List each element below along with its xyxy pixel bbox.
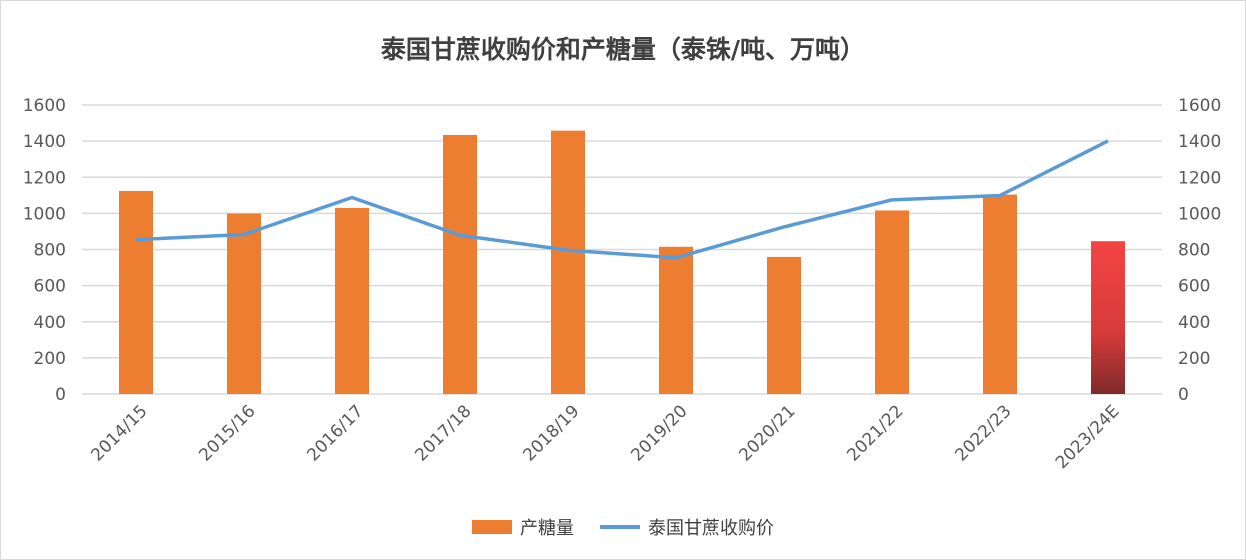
y-tick-label-right: 800	[1178, 241, 1210, 261]
y-tick-label-right: 1400	[1178, 132, 1221, 152]
bar-2023/24E	[1091, 241, 1125, 394]
x-tick-label: 2019/20	[627, 401, 691, 465]
bar-2018/19	[551, 130, 585, 394]
bar-2015/16	[227, 213, 261, 394]
bar-2014/15	[119, 190, 153, 394]
x-tick-label: 2016/17	[303, 401, 367, 465]
bar-2022/23	[983, 194, 1017, 394]
y-tick-label-right: 600	[1178, 277, 1210, 297]
y-tick-label-right: 400	[1178, 313, 1210, 333]
legend-item-sugar: 产糖量	[472, 514, 574, 540]
x-tick-label: 2018/19	[519, 401, 583, 465]
legend-swatch-line	[600, 525, 640, 529]
y-tick-label-left: 1200	[23, 168, 66, 188]
y-tick-label-left: 800	[34, 241, 66, 261]
legend-label: 产糖量	[520, 518, 574, 539]
y-tick-label-left: 600	[34, 277, 66, 297]
y-tick-label-right: 200	[1178, 349, 1210, 369]
y-tick-label-right: 0	[1178, 385, 1189, 405]
y-tick-label-left: 400	[34, 313, 66, 333]
x-tick-label: 2020/21	[735, 401, 799, 465]
y-tick-label-right: 1000	[1178, 204, 1221, 224]
bar-2017/18	[443, 134, 477, 394]
price-line	[135, 139, 1109, 260]
x-tick-label: 2021/22	[843, 401, 907, 465]
y-tick-label-right: 1200	[1178, 168, 1221, 188]
chart-title: 泰国甘蔗收购价和产糖量（泰铢/吨、万吨）	[380, 35, 866, 64]
x-tick-label: 2014/15	[87, 401, 151, 465]
bar-2020/21	[767, 256, 801, 394]
legend-label: 泰国甘蔗收购价	[648, 518, 774, 539]
bar-2019/20	[659, 246, 693, 394]
x-tick-label: 2015/16	[195, 401, 259, 465]
legend: 产糖量 泰国甘蔗收购价	[0, 514, 1246, 540]
x-tick-label: 2022/23	[951, 401, 1015, 465]
y-tick-label-right: 1600	[1178, 96, 1221, 116]
y-tick-label-left: 0	[55, 385, 66, 405]
y-tick-label-left: 1600	[23, 96, 66, 116]
bar-2021/22	[875, 210, 909, 394]
x-tick-label: 2023/24E	[1052, 401, 1124, 473]
x-tick-label: 2017/18	[411, 401, 475, 465]
y-tick-label-left: 1000	[23, 204, 66, 224]
legend-item-price: 泰国甘蔗收购价	[600, 514, 774, 540]
y-tick-label-left: 200	[34, 349, 66, 369]
y-tick-label-left: 1400	[23, 132, 66, 152]
bar-2016/17	[335, 207, 369, 394]
legend-swatch-bar	[472, 520, 512, 534]
